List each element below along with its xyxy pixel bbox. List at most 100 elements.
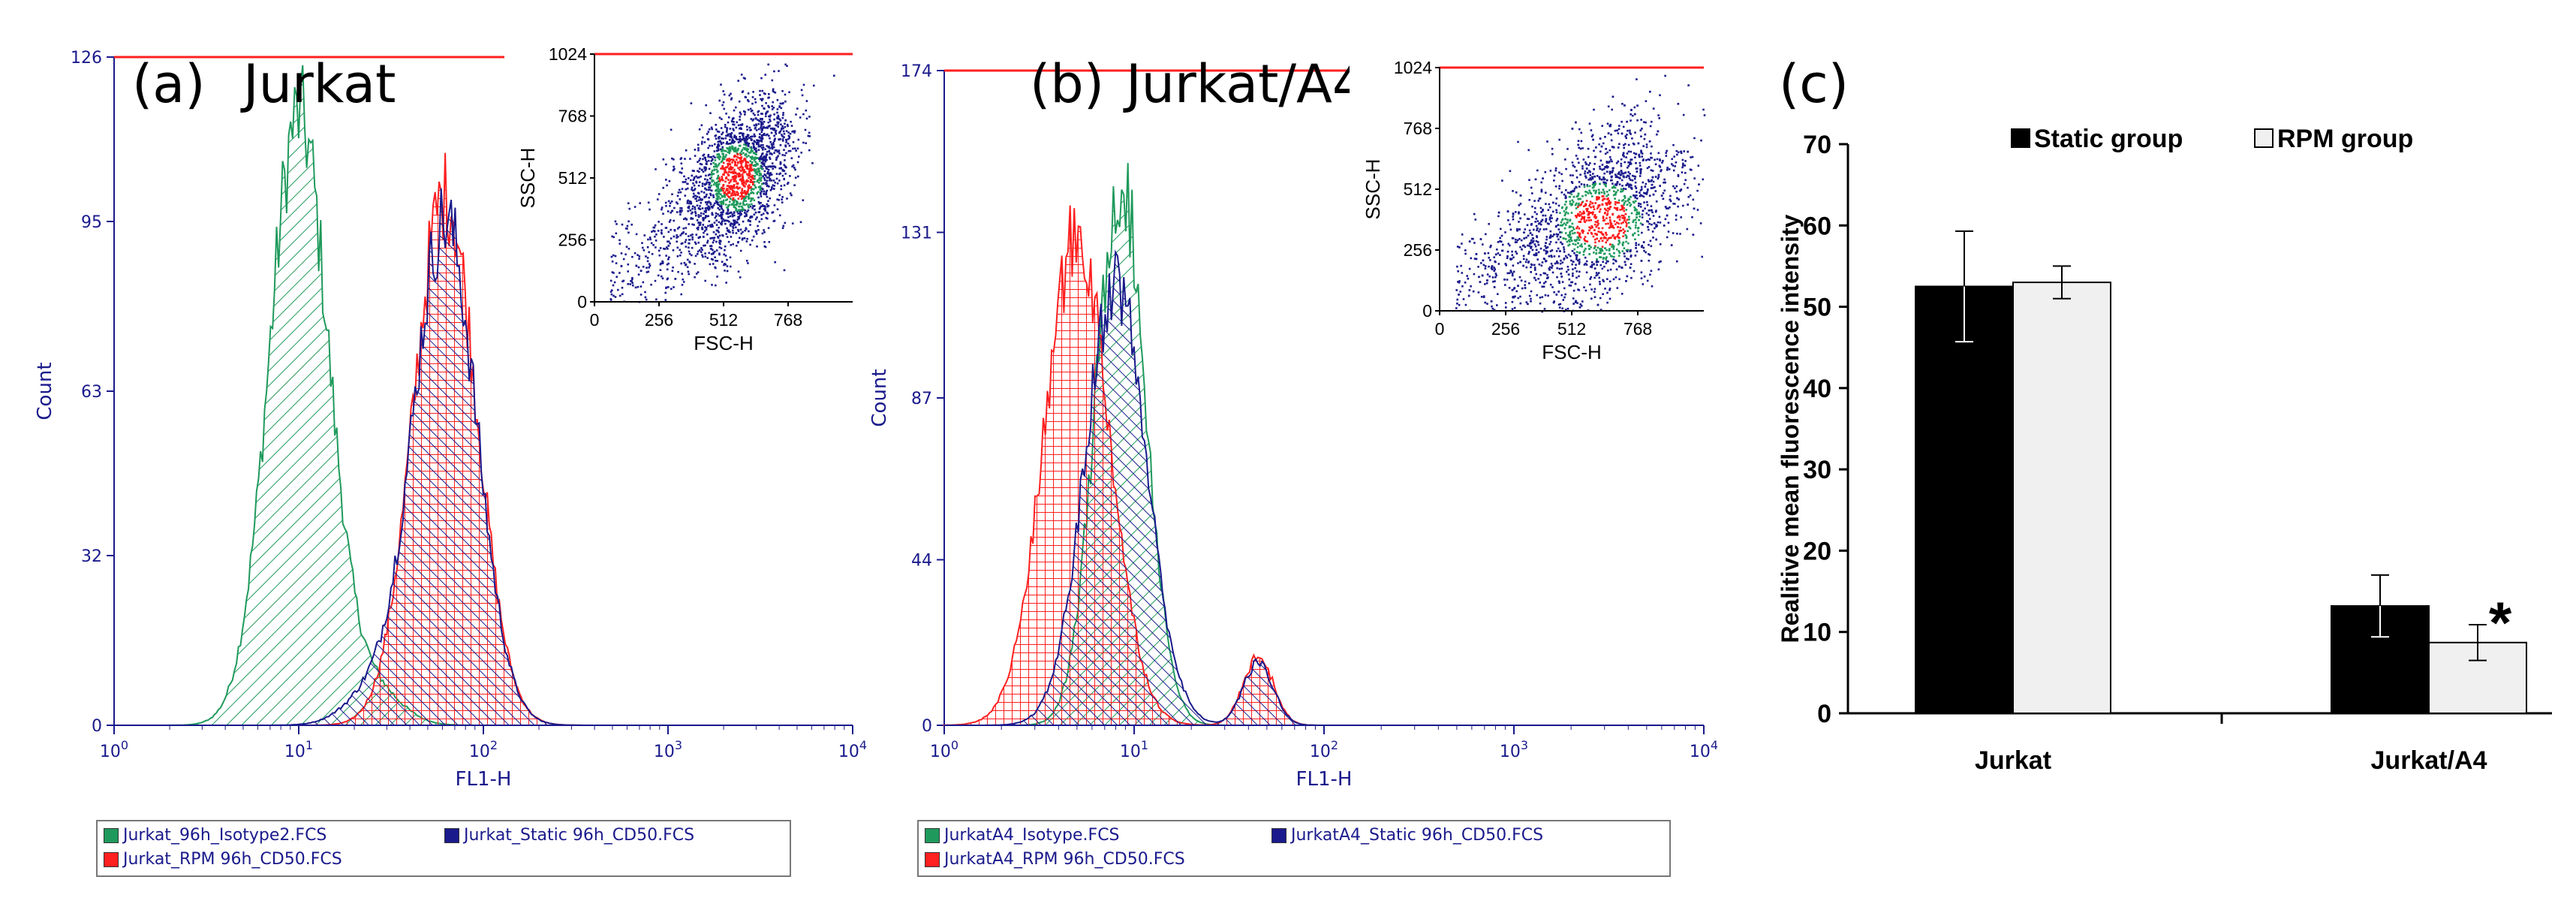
- c-significance-star: *: [2489, 589, 2512, 655]
- b-inset-ytick-label-4: 1024: [1394, 58, 1432, 77]
- a-inset-ytick-label-2: 512: [558, 168, 587, 188]
- c-xcat-label-1: Jurkat/A4: [2371, 746, 2487, 775]
- legend-a-static-swatch: [444, 827, 459, 843]
- b-inset-ylabel: SSC-H: [1362, 159, 1384, 220]
- a-inset-ylabel: SSC-H: [516, 148, 539, 209]
- legend-b-static-swatch: [1271, 827, 1286, 843]
- c-ytick-label-6: 60: [1803, 212, 1831, 240]
- b-xtick-label-4: 104: [1690, 738, 1718, 761]
- c-ytick-label-0: 0: [1817, 700, 1831, 728]
- a-inset-ytick-label-3: 768: [558, 107, 587, 126]
- legend-b: JurkatA4_Isotype.FCS JurkatA4_Static 96h…: [917, 820, 1671, 877]
- b-inset-ytick-label-0: 0: [1422, 301, 1432, 321]
- b-inset-ytick-label-3: 768: [1404, 119, 1432, 138]
- legend-b-rpm-label: JurkatA4_RPM 96h_CD50.FCS: [944, 850, 1185, 869]
- b-ytick-label-0: 0: [922, 717, 932, 736]
- b-inset-points: [1455, 74, 1706, 313]
- b-xlabel: FL1-H: [1296, 768, 1353, 791]
- a-panel-label: (a): [132, 53, 206, 115]
- a-hist-static: [114, 188, 757, 726]
- legend-a-static: Jurkat_Static 96h_CD50.FCS: [444, 826, 694, 845]
- bar-chart-panel-c: (c) 0 10 20 30 40 50 60 70 Realitive mean fluores…: [1726, 0, 2576, 919]
- a-inset-bg: [504, 39, 868, 377]
- c-legend-static-swatch: [2011, 128, 2030, 148]
- a-ytick-label-4: 126: [71, 49, 102, 68]
- legend-a-isotype: Jurkat_96h_Isotype2.FCS: [104, 826, 327, 845]
- a-inset-xtick-label-0: 0: [590, 310, 600, 330]
- legend-b-rpm: JurkatA4_RPM 96h_CD50.FCS: [925, 850, 1185, 869]
- histogram-panel-a: 0 32 63 95 126 100 101 102 103 104 FL1-H Count (a) Ju…: [0, 0, 868, 919]
- a-inset-xtick-label-2: 512: [709, 310, 738, 330]
- a-inset-xlabel: FSC-H: [694, 332, 753, 354]
- c-ytick-label-3: 30: [1803, 456, 1831, 484]
- a-xtick-label-1: 101: [284, 738, 313, 761]
- legend-b-isotype-label: JurkatA4_Isotype.FCS: [944, 826, 1120, 845]
- legend-b-static-label: JurkatA4_Static 96h_CD50.FCS: [1291, 826, 1544, 845]
- b-xtick-label-2: 102: [1310, 738, 1338, 761]
- c-bar-bar_rpm-0: [2012, 282, 2111, 715]
- c-ytick-label-7: 70: [1803, 131, 1831, 159]
- a-inset-points: [609, 63, 835, 303]
- a-ytick-label-0: 0: [92, 717, 102, 736]
- b-hist-static: [944, 249, 1605, 726]
- b-inset-bg: [1350, 53, 1719, 386]
- legend-b-isotype: JurkatA4_Isotype.FCS: [925, 826, 1120, 845]
- histogram-b-svg: 0 44 87 131 174 100 101 102 103 104 FL1-H Count (b) J…: [868, 53, 1719, 791]
- c-ytick-label-2: 20: [1803, 537, 1831, 565]
- b-ytick-label-3: 131: [901, 224, 932, 243]
- legend-a-isotype-label: Jurkat_96h_Isotype2.FCS: [123, 826, 327, 845]
- legend-b-rpm-swatch: [925, 851, 940, 867]
- a-inset-xtick-label-1: 256: [645, 310, 673, 330]
- a-xlabel: FL1-H: [456, 768, 512, 791]
- c-bar-bar_static-0: [1915, 285, 2014, 714]
- b-ytick-label-4: 174: [901, 62, 932, 81]
- c-ytick-label-5: 50: [1803, 294, 1831, 322]
- legend-b-static: JurkatA4_Static 96h_CD50.FCS: [1271, 826, 1543, 845]
- c-ytick-label-1: 10: [1803, 619, 1831, 647]
- c-legend-rpm-label: RPM group: [2277, 125, 2413, 153]
- c-legend-rpm-swatch: [2254, 128, 2274, 148]
- a-panel-title: Jurkat: [240, 53, 396, 115]
- a-ytick-label-2: 63: [81, 383, 102, 402]
- c-legend-static-label: Static group: [2034, 125, 2183, 153]
- b-inset-ytick-label-2: 512: [1404, 179, 1432, 199]
- legend-a: Jurkat_96h_Isotype2.FCS Jurkat_Static 96…: [96, 820, 791, 877]
- legend-a-rpm-label: Jurkat_RPM 96h_CD50.FCS: [123, 850, 342, 869]
- b-ytick-label-2: 87: [911, 390, 932, 408]
- b-inset-xtick-label-2: 512: [1557, 319, 1586, 339]
- a-inset-ytick-label-4: 1024: [549, 44, 587, 64]
- histogram-panel-b: 0 44 87 131 174 100 101 102 103 104 FL1-H Count (b) J…: [863, 0, 1726, 919]
- legend-a-rpm: Jurkat_RPM 96h_CD50.FCS: [104, 850, 342, 869]
- c-ylabel: Realitive mean fluorescence intensity: [1777, 214, 1804, 643]
- a-ytick-label-3: 95: [81, 213, 102, 232]
- legend-a-isotype-swatch: [104, 827, 119, 843]
- a-inset-ytick-label-0: 0: [577, 292, 587, 312]
- bar-chart-svg: (c) 0 10 20 30 40 50 60 70 Realitive mean fluores…: [1777, 53, 2552, 775]
- b-inset-ytick-label-1: 256: [1404, 240, 1432, 260]
- b-xtick-label-3: 103: [1500, 738, 1528, 761]
- b-inset-xlabel: FSC-H: [1542, 341, 1601, 363]
- b-panel-title: Jurkat/A4: [1123, 53, 1365, 115]
- b-inset-xtick-label-3: 768: [1624, 319, 1652, 339]
- a-inset-xtick-label-3: 768: [774, 310, 802, 330]
- b-ytick-label-1: 44: [911, 551, 932, 570]
- b-xtick-label-1: 101: [1120, 738, 1148, 761]
- a-xtick-label-0: 100: [100, 738, 128, 761]
- a-xtick-label-2: 102: [469, 738, 498, 761]
- a-ylabel: Count: [34, 362, 56, 420]
- c-panel-label: (c): [1779, 53, 1849, 115]
- a-xtick-label-3: 103: [654, 738, 682, 761]
- b-panel-label: (b): [1030, 53, 1104, 115]
- b-ylabel: Count: [868, 369, 891, 426]
- legend-a-static-label: Jurkat_Static 96h_CD50.FCS: [464, 826, 695, 845]
- legend-b-isotype-swatch: [925, 827, 940, 843]
- legend-a-rpm-swatch: [104, 851, 119, 867]
- a-inset-ytick-label-1: 256: [558, 231, 587, 250]
- b-xtick-label-0: 100: [930, 738, 958, 761]
- c-xcat-label-0: Jurkat: [1975, 746, 2051, 775]
- a-ytick-label-1: 32: [81, 547, 102, 566]
- c-ytick-label-4: 40: [1803, 375, 1831, 403]
- b-inset-xtick-label-1: 256: [1491, 319, 1520, 339]
- b-inset-xtick-label-0: 0: [1435, 319, 1445, 339]
